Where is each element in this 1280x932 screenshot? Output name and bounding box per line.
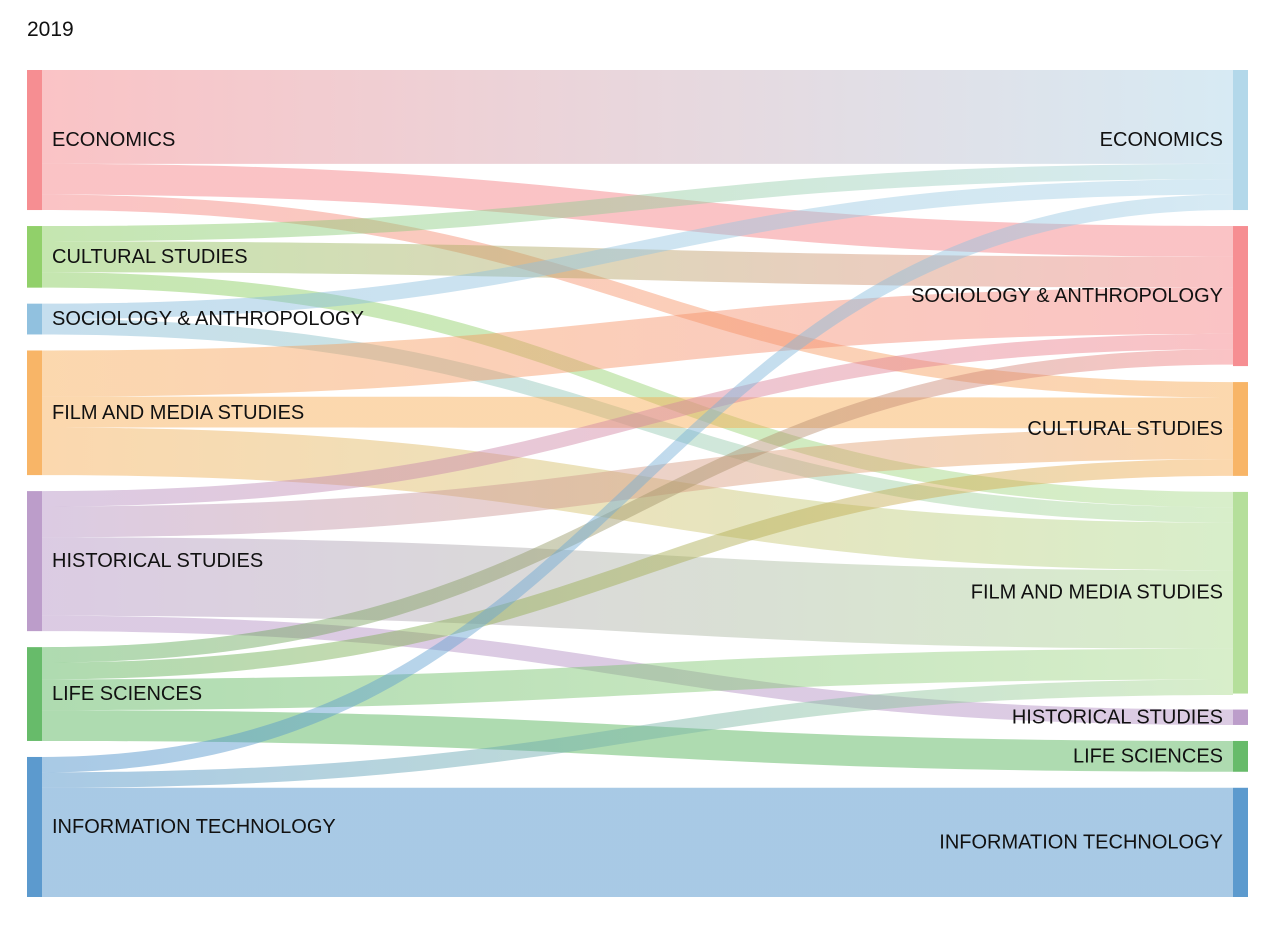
flow-life-sciences-to-film-and-media-studies xyxy=(42,648,1233,711)
source-node-sociology-and-anthropology[interactable] xyxy=(27,303,42,335)
flow-links xyxy=(42,70,1233,897)
source-label-information-technology: INFORMATION TECHNOLOGY xyxy=(52,816,336,838)
source-label-life-sciences: LIFE SCIENCES xyxy=(52,683,202,705)
flow-sociology-and-anthropology-to-economics xyxy=(42,179,1233,320)
flow-information-technology-to-economics xyxy=(42,194,1233,773)
flow-historical-studies-to-sociology-and-anthropology xyxy=(42,333,1233,507)
flow-cultural-studies-to-sociology-and-anthropology xyxy=(42,241,1233,288)
source-node-economics[interactable] xyxy=(27,70,42,211)
source-node-film-and-media-studies[interactable] xyxy=(27,350,42,476)
target-node-information-technology[interactable] xyxy=(1233,787,1248,897)
flow-life-sciences-to-sociology-and-anthropology xyxy=(42,349,1233,663)
flow-cultural-studies-to-economics xyxy=(42,163,1233,242)
flow-information-technology-to-information-technology xyxy=(42,787,1233,897)
target-label-sociology-and-anthropology: SOCIOLOGY & ANTHROPOLOGY xyxy=(911,285,1223,307)
source-node-information-technology[interactable] xyxy=(27,756,42,897)
source-label-sociology-and-anthropology: SOCIOLOGY & ANTHROPOLOGY xyxy=(52,308,364,330)
target-label-information-technology: INFORMATION TECHNOLOGY xyxy=(939,831,1223,853)
target-label-cultural-studies: CULTURAL STUDIES xyxy=(1027,418,1223,440)
node-labels: ECONOMICS CULTURAL STUDIES SOCIOLOGY & ANT… xyxy=(52,129,1223,853)
target-label-economics: ECONOMICS xyxy=(1100,129,1223,151)
flow-film-and-media-studies-to-sociology-and-anthropology xyxy=(42,287,1233,397)
source-label-cultural-studies: CULTURAL STUDIES xyxy=(52,246,248,268)
target-label-life-sciences: LIFE SCIENCES xyxy=(1073,745,1223,767)
node-bars xyxy=(27,70,1248,897)
flow-life-sciences-to-cultural-studies xyxy=(42,459,1233,680)
flow-economics-to-cultural-studies xyxy=(42,194,1233,398)
flow-historical-studies-to-film-and-media-studies xyxy=(42,537,1233,649)
source-node-life-sciences[interactable] xyxy=(27,647,42,741)
flow-cultural-studies-to-film-and-media-studies xyxy=(42,272,1233,508)
target-node-film-and-media-studies[interactable] xyxy=(1233,491,1248,694)
target-node-cultural-studies[interactable] xyxy=(1233,382,1248,476)
target-node-economics[interactable] xyxy=(1233,70,1248,211)
target-node-life-sciences[interactable] xyxy=(1233,740,1248,772)
target-label-film-and-media-studies: FILM AND MEDIA STUDIES xyxy=(971,582,1223,604)
target-label-historical-studies: HISTORICAL STUDIES xyxy=(1012,706,1223,728)
target-node-sociology-and-anthropology[interactable] xyxy=(1233,226,1248,367)
chart-title: 2019 xyxy=(27,18,74,41)
flow-information-technology-to-film-and-media-studies xyxy=(42,679,1233,788)
source-node-historical-studies[interactable] xyxy=(27,491,42,632)
source-label-economics: ECONOMICS xyxy=(52,129,175,151)
source-label-historical-studies: HISTORICAL STUDIES xyxy=(52,550,263,572)
source-label-film-and-media-studies: FILM AND MEDIA STUDIES xyxy=(52,402,304,424)
source-node-cultural-studies[interactable] xyxy=(27,226,42,288)
flow-economics-to-economics xyxy=(42,70,1233,164)
target-node-historical-studies[interactable] xyxy=(1233,709,1248,725)
